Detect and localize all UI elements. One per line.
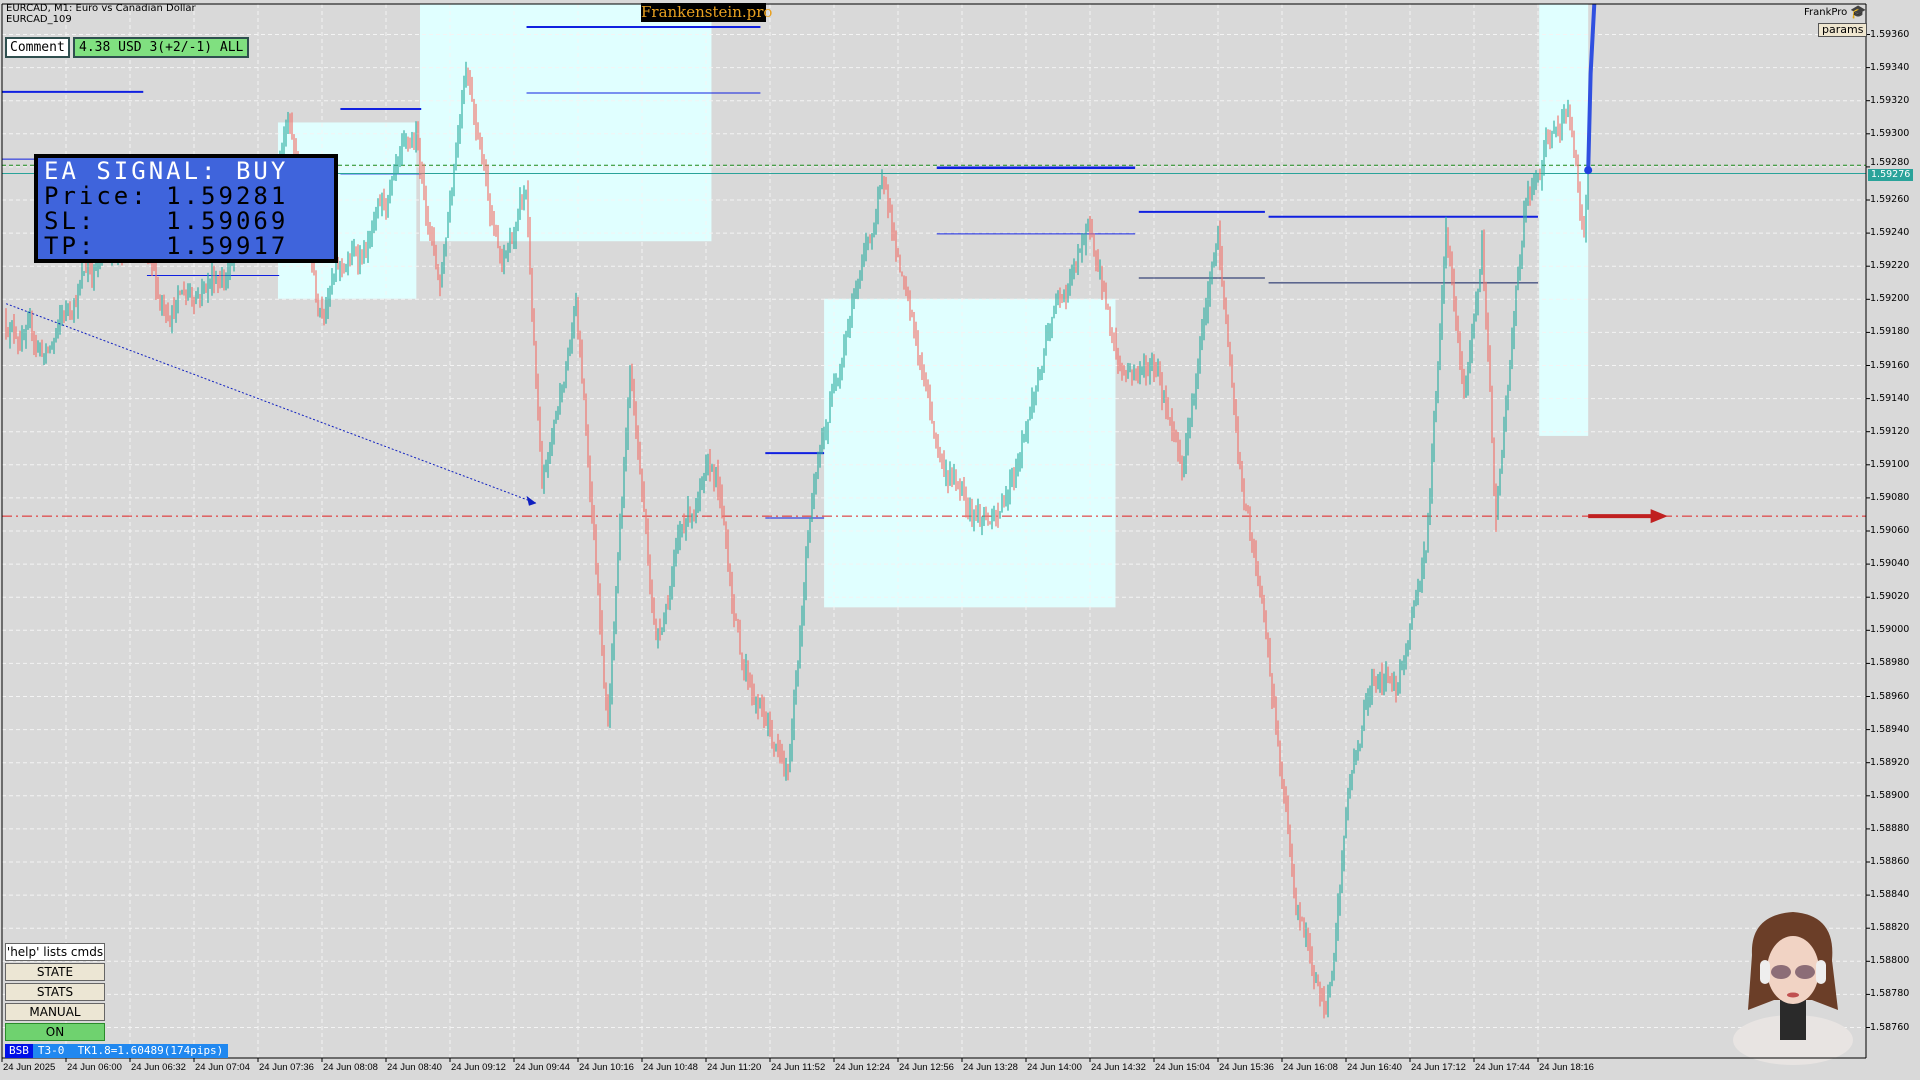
time-tick-label: 24 Jun 08:08: [323, 1062, 378, 1073]
price-tick-label: 1.58780: [1870, 988, 1910, 1000]
price-tick-label: 1.59200: [1870, 293, 1910, 305]
signal-sl: SL: 1.59069: [44, 207, 289, 235]
right-arrow-icon: [1650, 509, 1668, 524]
time-tick-label: 24 Jun 08:40: [387, 1062, 442, 1073]
price-tick-label: 1.59080: [1870, 491, 1910, 503]
assistant-avatar-image: [1733, 912, 1853, 1065]
comment-label: Comment: [5, 37, 70, 58]
time-tick-label: 24 Jun 06:00: [67, 1062, 122, 1073]
signal-zone: [1539, 3, 1589, 436]
graduation-cap-icon[interactable]: 🎓: [1850, 5, 1867, 20]
signal-price: Price: 1.59281: [44, 182, 289, 210]
price-tick-label: 1.59020: [1870, 591, 1910, 603]
time-tick-label: 24 Jun 14:00: [1027, 1062, 1082, 1073]
time-tick-label: 24 Jun 09:12: [451, 1062, 506, 1073]
signal-tp: TP: 1.59917: [44, 232, 289, 260]
price-tick-label: 1.59120: [1870, 425, 1910, 437]
signal-title: EA SIGNAL: BUY: [44, 157, 289, 185]
time-tick-label: 24 Jun 07:36: [259, 1062, 314, 1073]
time-tick-label: 24 Jun 17:12: [1411, 1062, 1466, 1073]
signal-zone: [824, 298, 1116, 608]
price-tick-label: 1.58800: [1870, 955, 1910, 967]
status-tag: BSB: [5, 1044, 33, 1058]
time-tick-label: 24 Jun 16:08: [1283, 1062, 1338, 1073]
price-tick-label: 1.58940: [1870, 723, 1910, 735]
price-tick-label: 1.59280: [1870, 156, 1910, 168]
price-tick-label: 1.58820: [1870, 922, 1910, 934]
time-tick-label: 24 Jun 17:44: [1475, 1062, 1530, 1073]
frankpro-label: FrankPro: [1804, 7, 1848, 18]
entry-marker-icon: [1584, 166, 1593, 175]
symbol-title: EURCAD, M1: Euro vs Canadian Dollar: [6, 3, 196, 14]
price-tick-label: 1.59240: [1870, 227, 1910, 239]
time-tick-label: 24 Jun 10:48: [643, 1062, 698, 1073]
signal-zone: [420, 3, 712, 242]
projection-line: [1586, 3, 1597, 172]
time-tick-label: 24 Jun 07:04: [195, 1062, 250, 1073]
on-toggle-button[interactable]: ON: [5, 1023, 105, 1041]
profit-summary: 4.38 USD 3(+2/-1) ALL: [73, 37, 250, 58]
time-tick-label: 24 Jun 15:04: [1155, 1062, 1210, 1073]
arrow-head-icon: [526, 495, 537, 506]
time-tick-label: 24 Jun 16:40: [1347, 1062, 1402, 1073]
manual-button[interactable]: MANUAL: [5, 1003, 105, 1021]
price-tick-label: 1.59220: [1870, 260, 1910, 272]
price-tick-label: 1.58860: [1870, 856, 1910, 867]
time-tick-label: 24 Jun 10:16: [579, 1062, 634, 1073]
time-tick-label: 24 Jun 06:32: [131, 1062, 186, 1073]
help-command-input[interactable]: 'help' lists cmds: [5, 943, 105, 961]
params-button[interactable]: params: [1818, 23, 1868, 37]
state-button[interactable]: STATE: [5, 963, 105, 981]
status-bar: BSB T3-0 TK1.8=1.60489(174pips): [5, 1044, 229, 1058]
time-tick-label: 24 Jun 15:36: [1219, 1062, 1274, 1073]
time-tick-label: 24 Jun 11:20: [707, 1062, 762, 1073]
stats-button[interactable]: STATS: [5, 983, 105, 1001]
status-text: T3-0 TK1.8=1.60489(174pips): [32, 1044, 229, 1058]
price-tick-label: 1.58760: [1870, 1021, 1910, 1033]
brand-label[interactable]: Frankenstein.pro: [641, 3, 773, 22]
time-tick-label: 24 Jun 18:16: [1539, 1062, 1594, 1073]
chart-id: EURCAD_109: [6, 14, 72, 25]
price-tick-label: 1.59100: [1870, 458, 1910, 470]
price-tick-label: 1.58840: [1870, 889, 1910, 901]
time-tick-label: 24 Jun 14:32: [1091, 1062, 1146, 1073]
price-tick-label: 1.59060: [1870, 525, 1910, 536]
price-tick-label: 1.59040: [1870, 558, 1910, 570]
time-tick-label: 24 Jun 13:28: [963, 1062, 1018, 1073]
price-tick-label: 1.58980: [1870, 657, 1910, 669]
price-tick-label: 1.59000: [1870, 624, 1910, 636]
price-tick-label: 1.59360: [1870, 28, 1910, 40]
time-tick-label: 24 Jun 2025: [3, 1062, 56, 1073]
price-tick-label: 1.58920: [1870, 756, 1910, 768]
price-tick-label: 1.59300: [1870, 127, 1910, 139]
price-tick-label: 1.59140: [1870, 392, 1910, 404]
bid-price-label: 1.59276: [1868, 168, 1914, 181]
price-tick-label: 1.59180: [1870, 326, 1910, 338]
time-tick-label: 24 Jun 11:52: [771, 1062, 826, 1073]
price-tick-label: 1.59320: [1870, 94, 1910, 106]
price-tick-label: 1.58900: [1870, 789, 1910, 801]
price-tick-label: 1.58960: [1870, 690, 1910, 702]
price-tick-label: 1.59340: [1870, 61, 1910, 73]
price-tick-label: 1.58880: [1870, 822, 1910, 834]
time-tick-label: 24 Jun 12:56: [899, 1062, 954, 1073]
trend-dotted-line: [5, 303, 537, 504]
price-tick-label: 1.59260: [1870, 194, 1910, 205]
time-tick-label: 24 Jun 12:24: [835, 1062, 890, 1073]
ea-signal-panel: EA SIGNAL: BUY Price: 1.59281 SL: 1.5906…: [34, 154, 338, 263]
price-tick-label: 1.59160: [1870, 359, 1910, 371]
time-tick-label: 24 Jun 09:44: [515, 1062, 570, 1073]
